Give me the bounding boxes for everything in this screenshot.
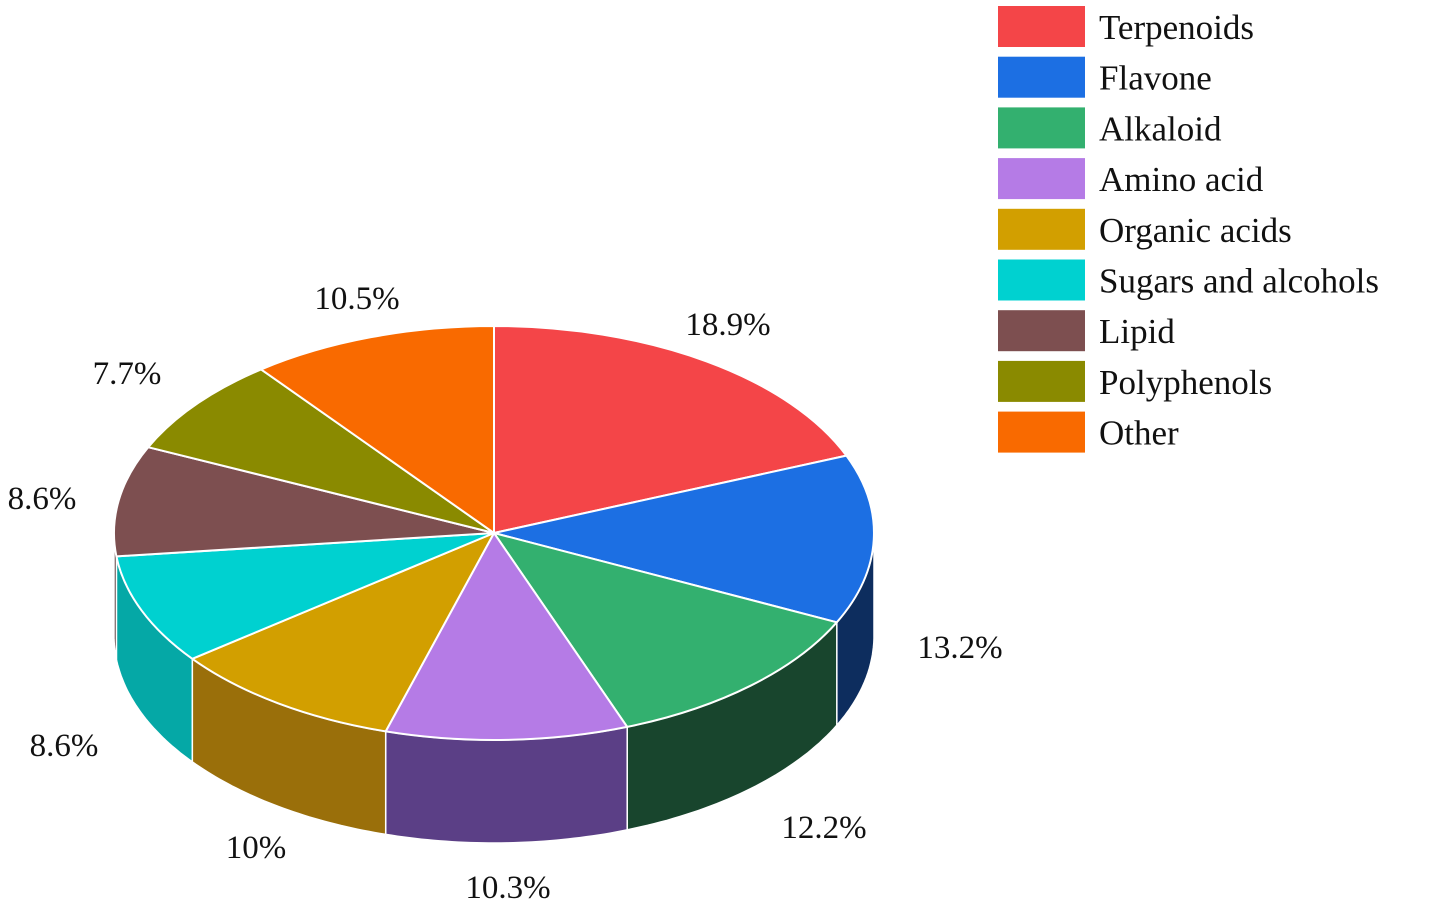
pie-top-slices — [113, 325, 875, 742]
legend-swatch-amino-acid — [998, 158, 1085, 200]
slice-label-sugars-and-alcohols: 8.6% — [30, 728, 99, 764]
pie-slice-lipid[interactable] — [113, 446, 495, 558]
legend-swatch-organic-acids — [998, 208, 1085, 250]
pie-side-amino-acid — [384, 726, 628, 844]
legend-item-terpenoids[interactable]: Terpenoids — [998, 6, 1254, 47]
pie-sides — [113, 532, 875, 844]
legend-item-lipid[interactable]: Lipid — [998, 310, 1175, 352]
legend-item-alkaloid[interactable]: Alkaloid — [998, 107, 1222, 149]
legend-label-polyphenols: Polyphenols — [1099, 363, 1272, 402]
legend-swatch-terpenoids — [998, 6, 1085, 47]
pie-slice-other[interactable] — [260, 325, 495, 534]
slice-label-polyphenols: 7.7% — [93, 356, 162, 392]
slice-labels: 18.9% 13.2% 12.2% 10.3% 10% 8.6% 8.6% 7.7% 10.5% — [8, 281, 1003, 906]
legend-label-flavone: Flavone — [1099, 59, 1212, 98]
legend-swatch-alkaloid — [998, 107, 1085, 149]
legend-item-other[interactable]: Other — [998, 411, 1179, 453]
slice-label-lipid: 8.6% — [8, 481, 77, 517]
slice-label-other: 10.5% — [314, 281, 399, 317]
legend-label-amino-acid: Amino acid — [1099, 160, 1264, 199]
legend-item-sugars-and-alcohols[interactable]: Sugars and alcohols — [998, 259, 1379, 301]
legend-label-terpenoids: Terpenoids — [1099, 8, 1254, 47]
pie-slice-terpenoids[interactable] — [493, 325, 848, 534]
legend: Terpenoids Flavone Alkaloid Amino acid Organ… — [998, 6, 1379, 453]
pie-slice-amino-acid[interactable] — [384, 532, 629, 742]
legend-swatch-other — [998, 411, 1085, 453]
legend-label-sugars-and-alcohols: Sugars and alcohols — [1099, 262, 1379, 301]
legend-swatch-polyphenols — [998, 360, 1085, 402]
pie-slice-flavone[interactable] — [493, 454, 875, 624]
pie-slice-polyphenols[interactable] — [147, 368, 495, 534]
legend-item-flavone[interactable]: Flavone — [998, 56, 1212, 98]
legend-item-amino-acid[interactable]: Amino acid — [998, 158, 1264, 200]
legend-label-alkaloid: Alkaloid — [1099, 109, 1222, 148]
legend-item-polyphenols[interactable]: Polyphenols — [998, 360, 1272, 402]
legend-label-organic-acids: Organic acids — [1099, 211, 1292, 250]
legend-label-other: Other — [1099, 414, 1179, 453]
slice-label-alkaloid: 12.2% — [781, 810, 866, 846]
legend-item-organic-acids[interactable]: Organic acids — [998, 208, 1292, 250]
slice-label-flavone: 13.2% — [917, 630, 1002, 666]
pie-slice-organic-acids[interactable] — [191, 532, 495, 733]
legend-swatch-lipid — [998, 310, 1085, 352]
legend-swatch-flavone — [998, 56, 1085, 98]
slice-label-amino-acid: 10.3% — [465, 870, 550, 906]
slice-label-terpenoids: 18.9% — [685, 307, 770, 343]
slice-label-organic-acids: 10% — [226, 830, 287, 866]
pie-slice-alkaloid[interactable] — [493, 532, 838, 728]
legend-label-lipid: Lipid — [1099, 312, 1175, 351]
legend-swatch-sugars-and-alcohols — [998, 259, 1085, 301]
pie-slice-sugars-and-alcohols[interactable] — [115, 532, 495, 660]
